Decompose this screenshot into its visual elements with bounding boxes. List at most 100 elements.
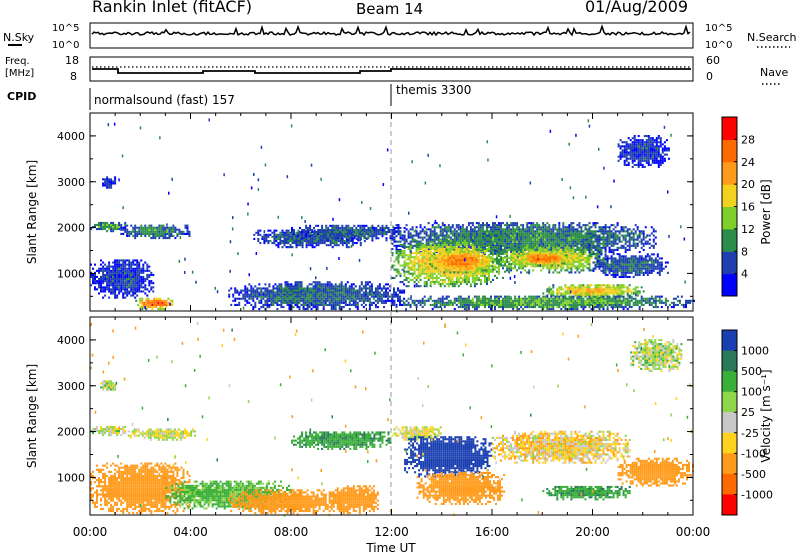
- heatmap-cell: [558, 228, 561, 231]
- heatmap-cell: [425, 238, 428, 241]
- heatmap-cell: [276, 301, 279, 304]
- heatmap-cell: [459, 270, 462, 273]
- heatmap-cell: [132, 230, 135, 233]
- heatmap-cell: [142, 275, 145, 278]
- heatmap-cell: [298, 301, 301, 304]
- heatmap-cell: [104, 223, 107, 226]
- heatmap-cell: [250, 295, 253, 298]
- heatmap-cell: [598, 242, 601, 245]
- heatmap-cell: [534, 244, 537, 247]
- heatmap-cell: [411, 228, 414, 231]
- heatmap-cell: [550, 232, 553, 235]
- heatmap-cell: [397, 248, 400, 251]
- heatmap-cell: [145, 303, 148, 306]
- heatmap-cell: [612, 232, 615, 235]
- heatmap-cell: [302, 293, 305, 296]
- heatmap-cell: [163, 303, 166, 306]
- heatmap-cell: [136, 232, 139, 235]
- heatmap-cell: [305, 231, 308, 234]
- heatmap-cell: [484, 248, 486, 251]
- heatmap-cell: [134, 296, 137, 299]
- heatmap-cell: [477, 228, 480, 231]
- heatmap-cell: [325, 224, 328, 227]
- heatmap-cell: [510, 240, 513, 243]
- heatmap-cell: [341, 233, 344, 236]
- heatmap-cell: [305, 246, 308, 249]
- heatmap-cell: [366, 287, 369, 290]
- heatmap-cell: [479, 236, 482, 239]
- heatmap-cell: [330, 297, 333, 300]
- heatmap-cell: [467, 272, 470, 275]
- heatmap-cell: [642, 238, 645, 241]
- heatmap-cell: [415, 230, 418, 233]
- heatmap-cell: [232, 293, 235, 296]
- heatmap-cell: [369, 229, 372, 232]
- heatmap-cell: [520, 265, 523, 268]
- heatmap-cell: [114, 278, 117, 281]
- heatmap-cell: [469, 265, 472, 268]
- heatmap-cell: [514, 244, 517, 247]
- heatmap-cell: [164, 232, 167, 235]
- heatmap-cell: [562, 230, 565, 233]
- heatmap-cell: [319, 237, 322, 240]
- heatmap-cell: [586, 228, 589, 231]
- heatmap-cell: [604, 248, 607, 251]
- heatmap-cell: [122, 284, 125, 287]
- heatmap-cell: [361, 235, 364, 238]
- heatmap-cell: [288, 289, 291, 292]
- heatmap-cell: [286, 283, 289, 286]
- heatmap-cell: [295, 231, 298, 234]
- heatmap-cell: [138, 228, 141, 231]
- heatmap-cell: [461, 267, 464, 270]
- heatmap-cell: [138, 263, 141, 266]
- heatmap-cell: [118, 288, 121, 291]
- heatmap-cell: [510, 238, 513, 241]
- heatmap-cell: [528, 240, 531, 243]
- heatmap-cell: [435, 238, 438, 241]
- heatmap-cell: [427, 264, 430, 267]
- heatmap-cell: [332, 287, 335, 290]
- heatmap-cell: [492, 266, 494, 269]
- heatmap-cell: [257, 240, 260, 243]
- heatmap-cell: [331, 240, 334, 243]
- heatmap-cell: [510, 252, 513, 255]
- heatmap-cell: [391, 252, 394, 255]
- heatmap-cell: [122, 265, 125, 268]
- heatmap-cell: [634, 242, 637, 245]
- heatmap-cell: [447, 272, 450, 275]
- heatmap-cell: [265, 240, 268, 243]
- heatmap-cell: [246, 287, 249, 290]
- heatmap-cell: [306, 289, 309, 292]
- heatmap-cell: [546, 265, 549, 268]
- heatmap-cell: [552, 238, 555, 241]
- heatmap-cell: [484, 281, 486, 284]
- heatmap-cell: [632, 232, 635, 235]
- heatmap-cell: [298, 306, 301, 309]
- heatmap-cell: [132, 271, 135, 274]
- heatmap-cell: [552, 240, 555, 243]
- heatmap-cell: [449, 276, 452, 279]
- heatmap-cell: [642, 248, 645, 251]
- heatmap-cell: [467, 256, 470, 259]
- heatmap-cell: [108, 265, 111, 268]
- heatmap-cell: [457, 278, 460, 281]
- heatmap-cell: [288, 301, 291, 304]
- heatmap-cell: [429, 264, 432, 267]
- heatmap-cell: [602, 230, 605, 233]
- heatmap-cell: [397, 244, 400, 247]
- heatmap-cell: [336, 295, 339, 298]
- heatmap-cell: [554, 238, 557, 241]
- heatmap-cell: [338, 285, 341, 288]
- heatmap-cell: [584, 232, 587, 235]
- heatmap-cell: [433, 238, 436, 241]
- heatmap-cell: [347, 224, 350, 227]
- heatmap-cell: [269, 240, 272, 243]
- heatmap-cell: [242, 293, 245, 296]
- heatmap-cell: [606, 232, 609, 235]
- heatmap-cell: [435, 265, 438, 268]
- heatmap-cell: [524, 232, 527, 235]
- heatmap-cell: [399, 295, 401, 298]
- heatmap-cell: [132, 228, 135, 231]
- heatmap-cell: [502, 276, 504, 279]
- heatmap-cell: [361, 226, 364, 229]
